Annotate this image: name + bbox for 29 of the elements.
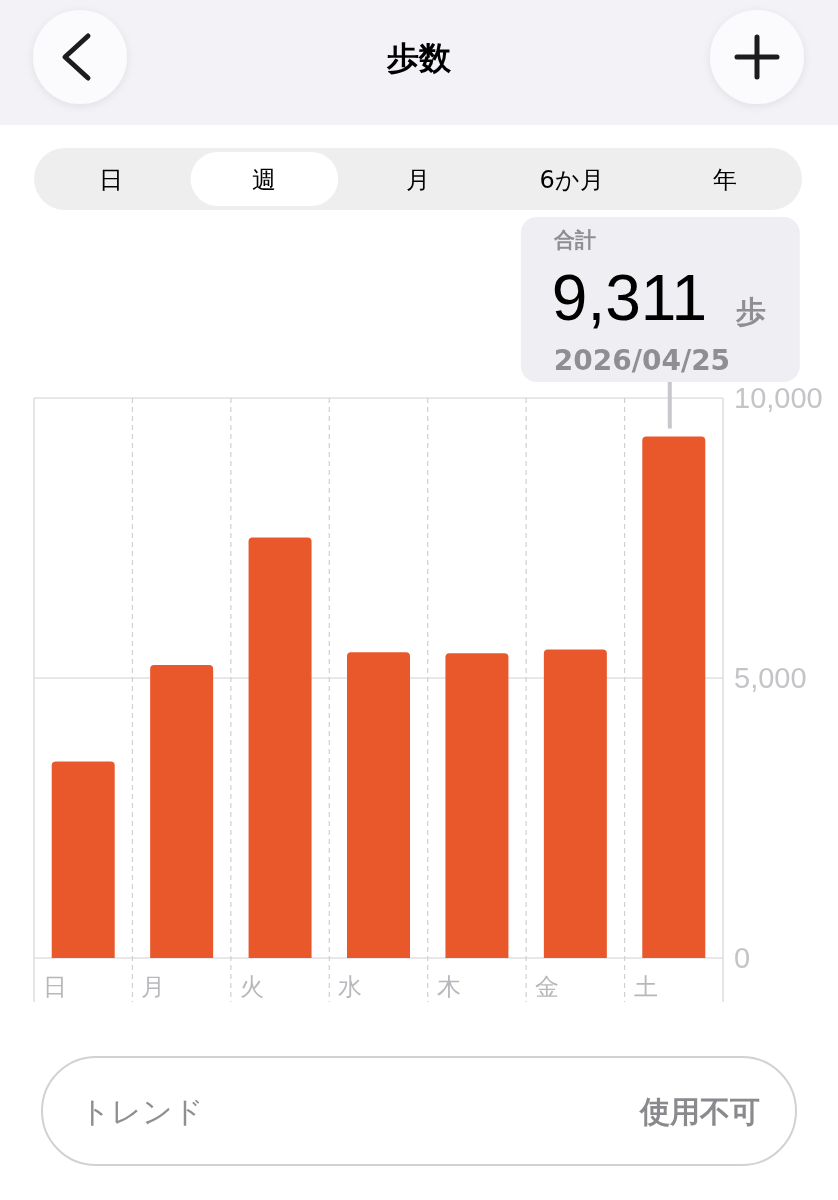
chart-title: 歩数 <box>386 39 452 77</box>
x-tick-label: 金 <box>535 973 560 1001</box>
bar <box>150 665 214 958</box>
x-tick-label: 月 <box>141 973 166 1001</box>
bar <box>248 537 312 958</box>
x-tick-label: 木 <box>436 973 461 1001</box>
text: 2026/04/25 <box>553 344 731 377</box>
x-tick-label: 日 <box>43 973 67 1001</box>
text: 合計 <box>552 228 596 252</box>
text: 月 <box>406 166 430 194</box>
bar <box>347 652 410 958</box>
text: 週 <box>252 166 277 194</box>
text: 年 <box>713 166 738 194</box>
bar <box>642 436 706 958</box>
x-tick-label: 火 <box>239 973 264 1001</box>
text: 日 <box>98 166 123 194</box>
annotation: 9,311 <box>551 262 708 334</box>
text: 歩 <box>734 293 766 329</box>
x-tick-label: 水 <box>338 973 363 1001</box>
bar <box>543 649 607 958</box>
text: 6か月 <box>539 166 604 194</box>
text: トレンド <box>80 1093 204 1129</box>
y-tick-label: 0 <box>734 942 751 974</box>
bar <box>445 653 509 958</box>
text: 使用不可 <box>639 1093 760 1129</box>
x-tick-label: 土 <box>633 973 658 1001</box>
bar <box>51 761 115 958</box>
y-tick-label: 10,000 <box>734 382 823 414</box>
y-tick-label: 5,000 <box>734 662 807 694</box>
